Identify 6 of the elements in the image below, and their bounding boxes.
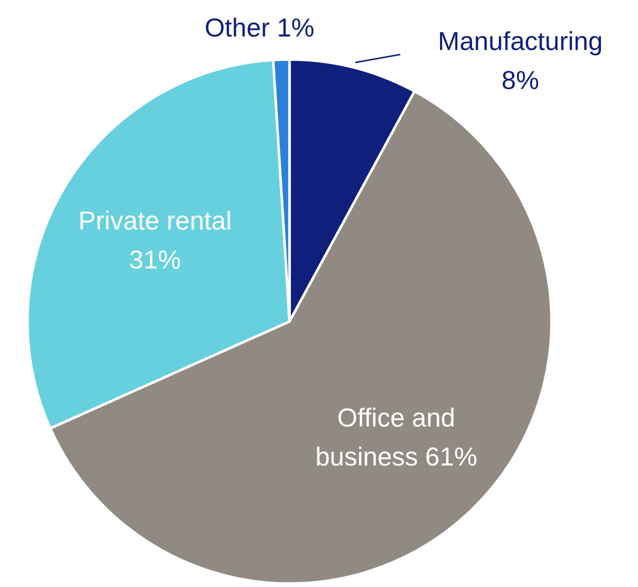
slice-label: Private rental xyxy=(78,206,232,236)
legend-label: Manufacturing xyxy=(438,26,603,56)
slice-label: Other 1% xyxy=(204,12,314,42)
slice-label: Office and business 61% xyxy=(315,402,478,472)
data-label: 31% xyxy=(129,244,182,275)
data-label: 8% xyxy=(502,64,540,95)
